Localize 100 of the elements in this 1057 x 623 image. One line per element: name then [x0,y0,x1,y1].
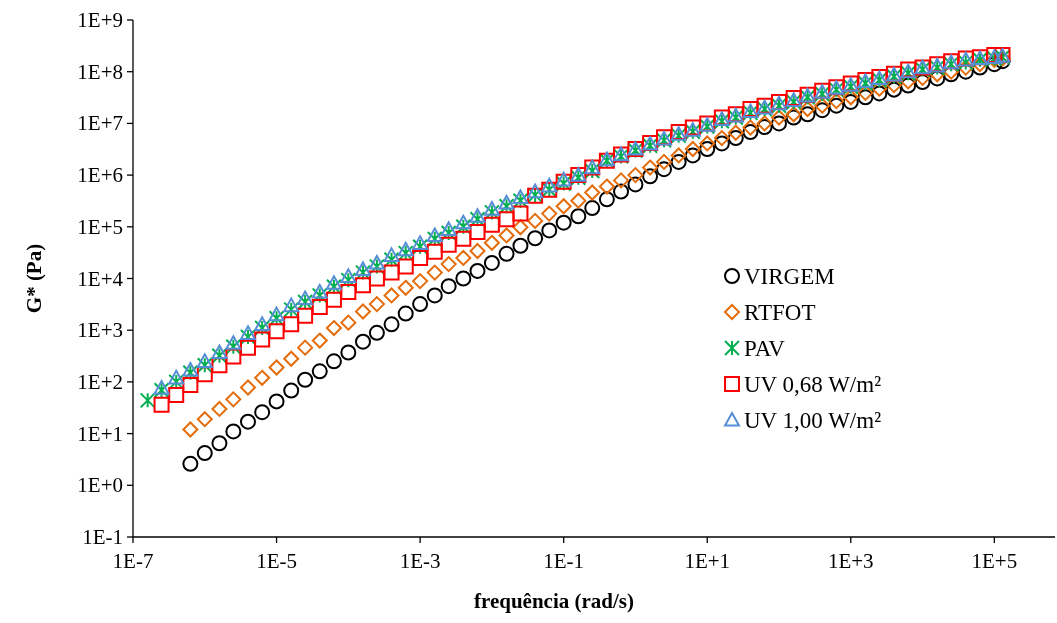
point [283,316,300,333]
point [656,153,673,170]
point [871,85,888,102]
legend-label: PAV [744,335,786,361]
y-tick-label: 1E+4 [77,266,124,291]
point [613,183,630,200]
point [584,200,601,217]
point [498,245,515,262]
point [642,168,659,185]
y-tick-label: 1E+2 [77,369,123,394]
point [368,296,385,313]
y-tick-label: 1E+8 [77,59,123,84]
point [670,147,687,164]
point [498,211,515,228]
point [153,380,170,395]
point [799,100,816,117]
point [713,130,730,147]
y-tick-label: 1E+3 [77,318,123,343]
point [239,339,256,356]
point [684,147,701,164]
point [584,184,601,201]
point [168,386,185,403]
point [426,243,443,260]
point [814,102,831,119]
point [598,178,615,195]
point [225,423,242,440]
point [512,237,529,254]
point [311,299,328,316]
point [541,205,558,222]
point [254,369,271,386]
point [283,350,300,367]
point [469,262,486,279]
point [268,306,285,322]
y-tick-label: 1E+0 [77,473,123,498]
point [483,234,500,251]
point [527,230,544,247]
legend-label: UV 1,00 W/m² [744,407,882,433]
point [613,172,630,189]
legend-label: RTFOT [744,299,816,325]
point [254,331,271,348]
point [727,130,744,147]
point [512,189,529,205]
point [368,270,385,287]
point [297,290,314,306]
point [383,264,400,281]
point [555,214,572,231]
point [268,323,285,340]
point [570,192,587,209]
point [842,93,859,110]
point [440,278,457,295]
point [211,435,228,452]
point [555,198,572,215]
point [325,353,342,370]
point [397,258,414,275]
point [182,421,199,438]
point [283,382,300,399]
point [483,216,500,233]
point [354,303,371,320]
point [483,201,500,216]
point [211,400,228,417]
point [828,93,845,110]
x-tick-label: 1E+3 [827,549,874,573]
point [455,214,472,230]
point [211,344,228,360]
point [455,249,472,266]
x-tick-label: 1E+5 [971,549,1018,573]
point [368,324,385,341]
point [397,305,414,322]
point [340,344,357,361]
point [440,221,457,237]
x-tick-label: 1E-5 [256,549,297,573]
point [656,161,673,178]
point [196,411,213,428]
point [670,153,687,170]
point [914,74,931,91]
point [354,277,371,294]
point [254,316,271,331]
point [196,353,213,368]
point [397,279,414,296]
point [756,119,773,136]
point [727,124,744,141]
point [354,261,371,276]
point [283,297,300,313]
y-tick-label: 1E+7 [77,111,123,136]
point [527,183,544,199]
point [383,316,400,333]
y-tick-label: 1E+9 [77,8,123,32]
point [225,391,242,408]
point [541,222,558,239]
y-tick-label: 1E+6 [77,163,123,188]
x-axis-title: frequência (rad/s) [473,589,635,613]
y-tick-label: 1E+1 [77,421,123,446]
point [311,332,328,349]
point [383,247,400,262]
point [268,359,285,376]
point [196,445,213,462]
point [742,119,759,136]
point [412,273,429,290]
point [440,256,457,273]
point [483,254,500,271]
